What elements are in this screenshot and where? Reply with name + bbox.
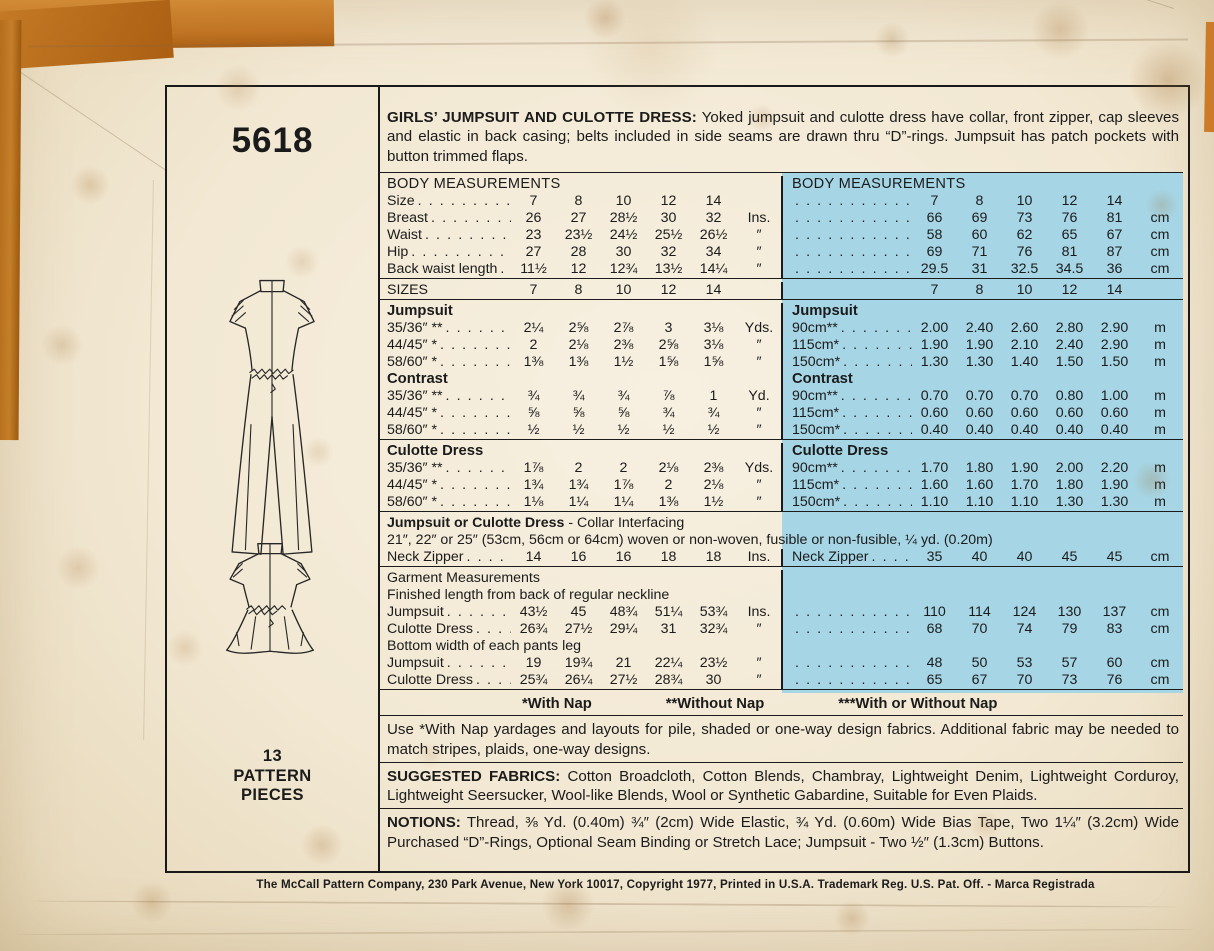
table-row: Jumpsuit Jumpsuit (380, 303, 1183, 321)
table-row: 44/45″ *. . . . . . . . . . . . . . . . … (380, 405, 1183, 423)
pieces-word-2: PIECES (241, 786, 304, 804)
sidebar: 5618 (167, 87, 380, 871)
jumpsuit-back-illustration (229, 279, 315, 555)
table-row: BODY MEASUREMENTS BODY MEASUREMENTS (380, 176, 1183, 194)
table-row: Jumpsuit. . . . . . . . . . . . . . . . … (380, 604, 1183, 622)
table-row: Culotte Dress. . . . . . . . . . . . . .… (380, 672, 1183, 690)
table-row: 35/36″ **. . . . . . . . . . . . . . . .… (380, 460, 1183, 478)
corner-fold-crease (17, 70, 168, 172)
pieces-word-1: PATTERN (233, 766, 312, 785)
tape-strip-left-edge (0, 19, 22, 441)
table-row: Culotte Dress. . . . . . . . . . . . . .… (380, 621, 1183, 639)
table-row: 44/45″ *. . . . . . . . . . . . . . . . … (380, 337, 1183, 355)
table-row: Culotte Dress Culotte Dress (380, 443, 1183, 461)
table-row: 44/45″ *. . . . . . . . . . . . . . . . … (380, 477, 1183, 495)
table-rule (380, 689, 1183, 693)
description-text: Yoked jumpsuit and culotte dress have co… (387, 109, 1179, 165)
table-rule (380, 299, 1183, 303)
table-row: 35/36″ **. . . . . . . . . . . . . . . .… (380, 388, 1183, 406)
table-row: Jumpsuit. . . . . . . . . . . . . . . . … (380, 655, 1183, 673)
table-row: 58/60″ *. . . . . . . . . . . . . . . . … (380, 494, 1183, 512)
table-row-fullwidth: 21″, 22″ or 25″ (53cm, 56cm or 64cm) wov… (387, 532, 993, 549)
suggested-fabrics-label: SUGGESTED FABRICS: (387, 767, 561, 785)
table-row: Contrast Contrast (380, 371, 1183, 389)
table-row: Waist. . . . . . . . . . . . . . . . . .… (380, 227, 1183, 245)
bottom-paper-edge (16, 928, 1196, 936)
table-row: 35/36″ **. . . . . . . . . . . . . . . .… (380, 320, 1183, 338)
tape-strip-right-edge (1204, 21, 1214, 133)
table-row: Garment Measurements (380, 570, 1183, 588)
nap-key-either: ***With or Without Nap (838, 696, 998, 713)
table-row: Finished length from back of regular nec… (380, 587, 1183, 605)
notions: NOTIONS: Thread, ⅜ Yd. (0.40m) ¾″ (2cm) … (380, 811, 1183, 855)
pieces-number: 13 (262, 747, 283, 765)
table-rule (380, 278, 1183, 282)
table-row: SIZES 7 8 10 12 14 7 8 10 12 14 (380, 282, 1183, 300)
nap-key: *With Nap **Without Nap ***With or Witho… (380, 693, 1183, 715)
publisher-footer: The McCall Pattern Company, 230 Park Ave… (256, 878, 1095, 891)
left-crease (143, 180, 154, 740)
table-row-fullwidth: Jumpsuit or Culotte Dress - Collar Inter… (387, 515, 685, 532)
content: GIRLS’ JUMPSUIT AND CULOTTE DRESS: Yoked… (380, 87, 1183, 855)
top-right-crease (1059, 0, 1174, 9)
table-row: 58/60″ *. . . . . . . . . . . . . . . . … (380, 422, 1183, 440)
garment-description: GIRLS’ JUMPSUIT AND CULOTTE DRESS: Yoked… (380, 87, 1183, 172)
nap-key-without: **Without Nap (665, 696, 765, 713)
description-title: GIRLS’ JUMPSUIT AND CULOTTE DRESS: (387, 109, 697, 126)
tape-strip-top-left-corner (0, 0, 174, 71)
table-rule (380, 172, 1183, 176)
nap-key-with: *With Nap (522, 696, 592, 713)
table-row: Neck Zipper. . . . . . . . . . . . . . .… (380, 549, 1183, 567)
table-rule (380, 511, 1183, 515)
table-rule (380, 439, 1183, 443)
table-rule (380, 566, 1183, 570)
table-row: Size. . . . . . . . . . . . . . . . . . … (380, 193, 1183, 211)
divider (380, 808, 1183, 811)
measurements-table: BODY MEASUREMENTS BODY MEASUREMENTS Size. … (380, 172, 1183, 694)
nap-note: Use *With Nap yardages and layouts for p… (387, 721, 1179, 758)
suggested-fabrics-text: Cotton Broadcloth, Cotton Blends, Chambr… (387, 767, 1179, 805)
table-row: Hip. . . . . . . . . . . . . . . . . . .… (380, 244, 1183, 262)
culotte-dress-back-illustration (226, 542, 314, 654)
pattern-pieces-count: 13 PATTERN PIECES (167, 747, 378, 806)
table-row: 58/60″ *. . . . . . . . . . . . . . . . … (380, 354, 1183, 372)
bottom-edge-crease (36, 900, 1176, 908)
divider (380, 761, 1183, 765)
table-row: Breast. . . . . . . . . . . . . . . . . … (380, 210, 1183, 228)
table-row: Bottom width of each pants leg (380, 638, 1183, 656)
notions-text: Thread, ⅜ Yd. (0.40m) ¾″ (2cm) Wide Elas… (387, 814, 1179, 851)
suggested-fabrics: SUGGESTED FABRICS: Cotton Broadcloth, Co… (380, 765, 1183, 809)
table-row: Back waist length. . . . . . . . . . . .… (380, 261, 1183, 279)
info-panel: 5618 (165, 85, 1190, 873)
divider (380, 715, 1183, 718)
pattern-number: 5618 (231, 121, 314, 160)
notions-label: NOTIONS: (387, 814, 461, 832)
